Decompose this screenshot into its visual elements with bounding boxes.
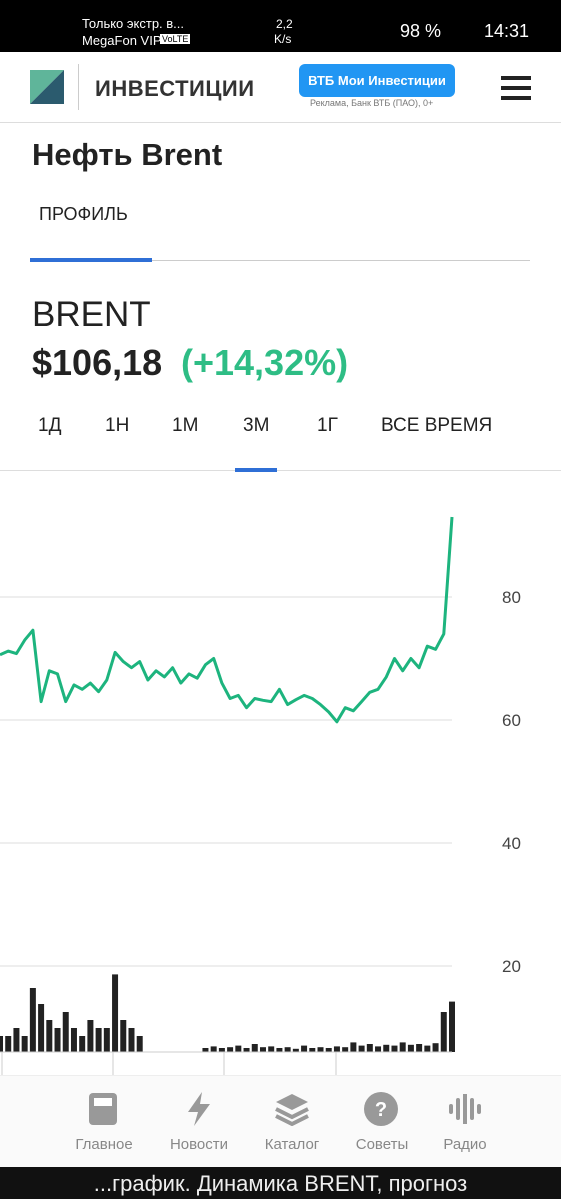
volume-bar xyxy=(202,1048,209,1052)
ad-note: Реклама, Банк ВТБ (ПАО), 0+ xyxy=(310,98,434,108)
volume-bar xyxy=(21,1036,28,1052)
volume-bar xyxy=(259,1047,266,1052)
y-tick-label: 60 xyxy=(502,711,521,730)
volume-bar xyxy=(103,1028,110,1052)
nav-item[interactable]: Главное xyxy=(75,1136,133,1153)
range-button[interactable]: 1Д xyxy=(38,415,62,436)
tab[interactable]: ПРОФИЛЬ xyxy=(39,204,128,224)
volume-bar xyxy=(0,1036,3,1052)
change: (+14,32%) xyxy=(181,342,349,383)
volume-bar xyxy=(416,1044,423,1052)
nav-item[interactable]: Советы xyxy=(355,1136,409,1153)
caption: ...график. Динамика BRENT, прогноз xyxy=(0,1167,561,1199)
range-button[interactable]: ВСЕ ВРЕМЯ xyxy=(381,415,493,436)
volte: VoLTE xyxy=(160,34,191,44)
bottom-nav: ? xyxy=(0,1075,561,1168)
volume-bar xyxy=(210,1046,217,1052)
ticker: BRENT xyxy=(32,295,151,334)
volume-bar xyxy=(62,1012,69,1052)
volume-bar xyxy=(54,1028,61,1052)
volume-bar xyxy=(350,1042,357,1052)
nav-item[interactable]: Радио xyxy=(443,1136,487,1153)
volume-bar xyxy=(342,1047,349,1052)
volume-bar xyxy=(79,1036,86,1052)
volume-bar xyxy=(407,1044,414,1052)
volume-bar xyxy=(120,1020,127,1052)
volume-bar xyxy=(112,974,119,1052)
volume-bar xyxy=(268,1046,275,1052)
header: ИНВЕСТИЦИИ ВТБ Мои Инвестиции Реклама, Б… xyxy=(0,52,561,123)
volume-bar xyxy=(440,1012,447,1052)
battery: 98 % xyxy=(400,21,442,41)
volume-bar xyxy=(5,1036,12,1052)
volume-bar xyxy=(333,1046,340,1052)
volume-bar xyxy=(38,1004,45,1052)
volume-bar xyxy=(70,1028,77,1052)
title: Нефть Brent xyxy=(32,137,223,172)
volume-bar xyxy=(218,1048,225,1052)
logo xyxy=(30,70,64,104)
volume-bar xyxy=(13,1028,20,1052)
range-button[interactable]: 1Г xyxy=(317,415,338,436)
range-button[interactable]: 1М xyxy=(172,415,199,436)
volume-bar xyxy=(243,1048,250,1052)
volume-bar xyxy=(399,1042,406,1052)
volume-bar xyxy=(29,988,36,1052)
volume-bar xyxy=(358,1045,365,1052)
nav-item[interactable]: Новости xyxy=(169,1136,229,1153)
carrier: MegaFon VIP xyxy=(82,33,162,48)
volume-bar xyxy=(46,1020,53,1052)
status-bar: Только экстр. в... MegaFon VIP VoLTE 2,2… xyxy=(0,0,561,52)
volume-bar xyxy=(432,1043,439,1052)
volume-bar xyxy=(136,1036,143,1052)
volume-bar xyxy=(375,1046,382,1052)
volume-bar xyxy=(87,1020,94,1052)
volume-bar xyxy=(366,1044,373,1052)
svg-text:?: ? xyxy=(375,1099,387,1121)
range-button[interactable]: 1Н xyxy=(105,415,130,436)
range-underline xyxy=(235,468,277,472)
volume-bar xyxy=(276,1048,283,1052)
volume-bar xyxy=(383,1044,390,1052)
volume-bar xyxy=(227,1047,234,1052)
volume-bar xyxy=(235,1045,242,1052)
nav-item[interactable]: Каталог xyxy=(264,1136,320,1153)
menu[interactable] xyxy=(501,76,531,100)
volume-bar xyxy=(424,1045,431,1052)
volume-bar xyxy=(325,1048,332,1052)
volume-bar xyxy=(449,1001,455,1052)
speed: 2,2 xyxy=(276,17,293,31)
volume-bar xyxy=(95,1028,102,1052)
volume-bar xyxy=(128,1028,135,1052)
volume-bar xyxy=(292,1048,299,1052)
speed-unit: K/s xyxy=(274,32,292,46)
brand: ИНВЕСТИЦИИ xyxy=(95,76,255,101)
volume-bar xyxy=(251,1044,258,1052)
volume-bar xyxy=(284,1047,291,1052)
y-tick-label: 80 xyxy=(502,588,521,607)
volume-bar xyxy=(317,1047,324,1052)
volume-bar xyxy=(301,1045,308,1052)
ad-button[interactable]: ВТБ Мои Инвестиции xyxy=(299,64,455,97)
notice: Только экстр. в... xyxy=(82,16,185,31)
y-tick-label: 20 xyxy=(502,957,521,976)
volume-bar xyxy=(391,1045,398,1052)
price: $106,18 xyxy=(32,342,163,383)
price-line xyxy=(0,516,454,724)
chart: 20 40 60 80 xyxy=(0,516,521,1075)
volume-bar xyxy=(309,1048,316,1052)
time: 14:31 xyxy=(484,21,530,41)
y-tick-label: 40 xyxy=(502,834,521,853)
range-button[interactable]: 3М xyxy=(243,415,270,436)
